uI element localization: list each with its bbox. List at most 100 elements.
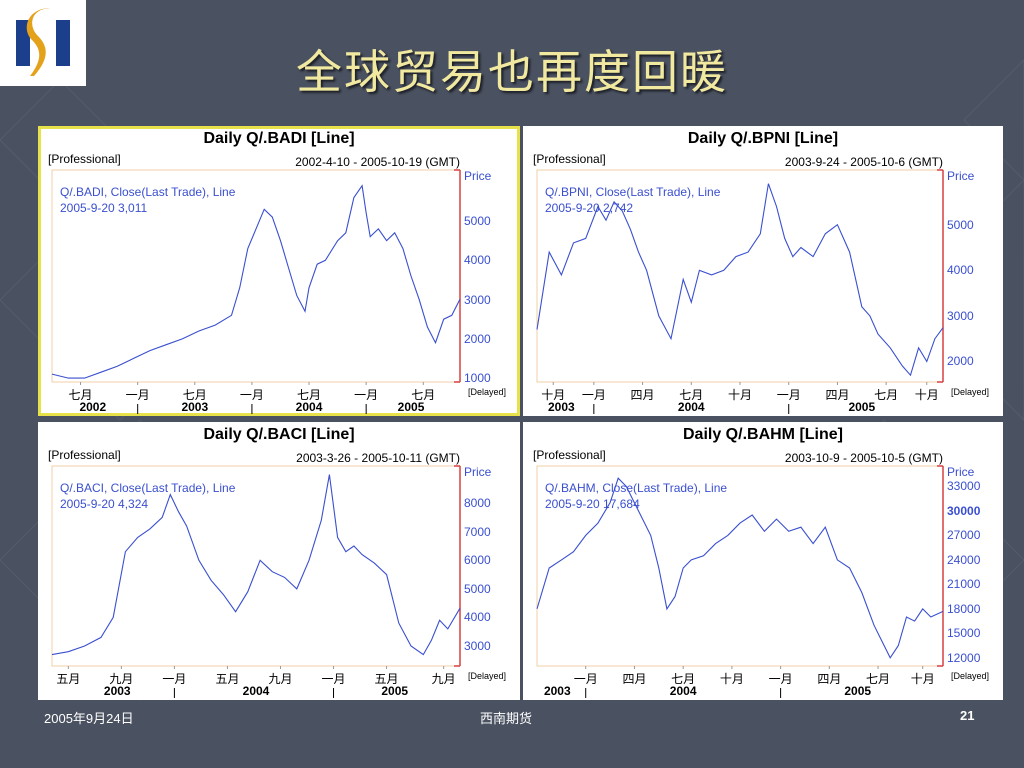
month-tick-label: 十月: [541, 388, 566, 402]
legend-last-value: 2005-9-20 2,742: [545, 201, 634, 215]
y-tick-label: 4000: [464, 610, 491, 625]
company-logo: [0, 0, 86, 86]
y-tick-label: 21000: [947, 577, 981, 592]
y-tick-label: 6000: [464, 553, 491, 568]
legend-last-value: 2005-9-20 17,684: [545, 497, 640, 511]
professional-tag: [Professional]: [48, 152, 121, 166]
y-tick-label: 12000: [947, 650, 981, 665]
year-tick-label: 2005: [397, 400, 425, 414]
chart-title: Daily Q/.BADI [Line]: [203, 130, 355, 147]
y-axis-label: Price: [464, 169, 492, 183]
month-tick-label: 一月: [776, 388, 801, 402]
month-tick-label: 九月: [431, 672, 456, 686]
chart-panel-baci[interactable]: Daily Q/.BACI [Line] [Professional] 2003-3…: [38, 422, 520, 700]
legend-series: Q/.BADI, Close(Last Trade), Line: [60, 185, 236, 199]
y-tick-label: 18000: [947, 601, 981, 616]
y-axis-label: Price: [947, 169, 975, 183]
month-tick-label: 一月: [239, 388, 264, 402]
y-tick-label: 5000: [464, 581, 491, 596]
month-tick-label: 五月: [374, 672, 399, 686]
delayed-tag: [Delayed]: [951, 671, 990, 681]
legend-series: Q/.BACI, Close(Last Trade), Line: [60, 481, 236, 495]
legend-series: Q/.BPNI, Close(Last Trade), Line: [545, 185, 721, 199]
year-tick-label: 2003: [543, 684, 571, 698]
month-tick-label: 七月: [68, 388, 93, 402]
month-tick-label: 七月: [866, 672, 891, 686]
month-tick-label: 一月: [354, 388, 379, 402]
professional-tag: [Professional]: [533, 448, 606, 462]
price-line: [51, 474, 461, 656]
month-tick-label: 十月: [728, 388, 753, 402]
year-tick-label: 2005: [844, 684, 872, 698]
month-tick-label: 一月: [581, 388, 606, 402]
month-tick-label: 四月: [817, 672, 842, 686]
y-tick-label: 3000: [464, 292, 491, 307]
date-range: 2002-4-10 - 2005-10-19 (GMT): [295, 155, 460, 169]
legend-last-value: 2005-9-20 3,011: [60, 201, 148, 215]
month-tick-label: 十月: [910, 672, 935, 686]
y-tick-label: 4000: [947, 263, 974, 278]
year-tick-label: 2003: [181, 400, 209, 414]
price-line: [536, 477, 944, 659]
month-tick-label: 九月: [109, 672, 134, 686]
delayed-tag: [Delayed]: [468, 387, 507, 397]
chart-title: Daily Q/.BACI [Line]: [203, 426, 355, 443]
month-tick-label: 四月: [825, 388, 850, 402]
footer-organization: 西南期货: [480, 711, 533, 726]
y-tick-label: 24000: [947, 552, 981, 567]
chart-panel-badi[interactable]: Daily Q/.BADI [Line] [Professional] 2002-4…: [38, 126, 520, 416]
footer-date: 2005年9月24日: [44, 711, 134, 726]
y-tick-label: 27000: [947, 528, 981, 543]
date-range: 2003-3-26 - 2005-10-11 (GMT): [296, 451, 460, 465]
page-number: 21: [960, 708, 975, 723]
logo-mark-icon: [16, 8, 70, 76]
chart-panel-bahm[interactable]: Daily Q/.BAHM [Line] [Professional] 2003-1…: [523, 422, 1003, 700]
chart-plot: [536, 169, 944, 414]
professional-tag: [Professional]: [48, 448, 121, 462]
year-tick-label: 2002: [79, 400, 107, 414]
y-tick-label: 2000: [947, 354, 974, 369]
delayed-tag: [Delayed]: [468, 671, 507, 681]
year-tick-label: 2004: [677, 400, 705, 414]
month-tick-label: 七月: [679, 388, 704, 402]
chart-title: Daily Q/.BAHM [Line]: [682, 426, 843, 443]
year-tick-label: 2005: [848, 400, 876, 414]
month-tick-label: 五月: [215, 672, 240, 686]
y-tick-label: 30000: [947, 503, 981, 518]
y-axis-label: Price: [464, 465, 492, 479]
year-tick-label: 2004: [295, 400, 323, 414]
legend-series: Q/.BAHM, Close(Last Trade), Line: [545, 481, 728, 495]
y-tick-label: 8000: [464, 496, 491, 511]
y-tick-label: 15000: [947, 626, 981, 641]
professional-tag: [Professional]: [533, 152, 606, 166]
y-tick-label: 1000: [464, 371, 491, 386]
price-line: [51, 184, 461, 379]
month-tick-label: 一月: [321, 672, 346, 686]
month-tick-label: 一月: [162, 672, 187, 686]
month-tick-label: 一月: [125, 388, 150, 402]
month-tick-label: 九月: [268, 672, 293, 686]
year-tick-label: 2003: [548, 400, 575, 414]
delayed-tag: [Delayed]: [951, 387, 990, 397]
y-tick-label: 7000: [464, 524, 491, 539]
year-tick-label: 2004: [669, 684, 697, 698]
month-tick-label: 七月: [671, 672, 696, 686]
month-tick-label: 十月: [914, 388, 939, 402]
chart-plot: [51, 465, 461, 698]
y-tick-label: 3000: [947, 308, 974, 323]
chart-plot: [51, 169, 461, 414]
month-tick-label: 四月: [622, 672, 647, 686]
month-tick-label: 一月: [768, 672, 793, 686]
y-tick-label: 4000: [464, 253, 491, 268]
month-tick-label: 七月: [182, 388, 207, 402]
y-tick-label: 5000: [464, 214, 491, 229]
month-tick-label: 七月: [874, 388, 899, 402]
chart-title: Daily Q/.BPNI [Line]: [687, 130, 839, 147]
date-range: 2003-9-24 - 2005-10-6 (GMT): [784, 155, 943, 169]
slide-title: 全球贸易也再度回暖: [296, 45, 728, 99]
chart-panel-bpni[interactable]: Daily Q/.BPNI [Line] [Professional] 2003-9…: [523, 126, 1003, 416]
month-tick-label: 五月: [56, 672, 81, 686]
y-tick-label: 3000: [464, 639, 491, 653]
year-tick-label: 2004: [242, 684, 270, 698]
y-tick-label: 33000: [947, 479, 981, 494]
